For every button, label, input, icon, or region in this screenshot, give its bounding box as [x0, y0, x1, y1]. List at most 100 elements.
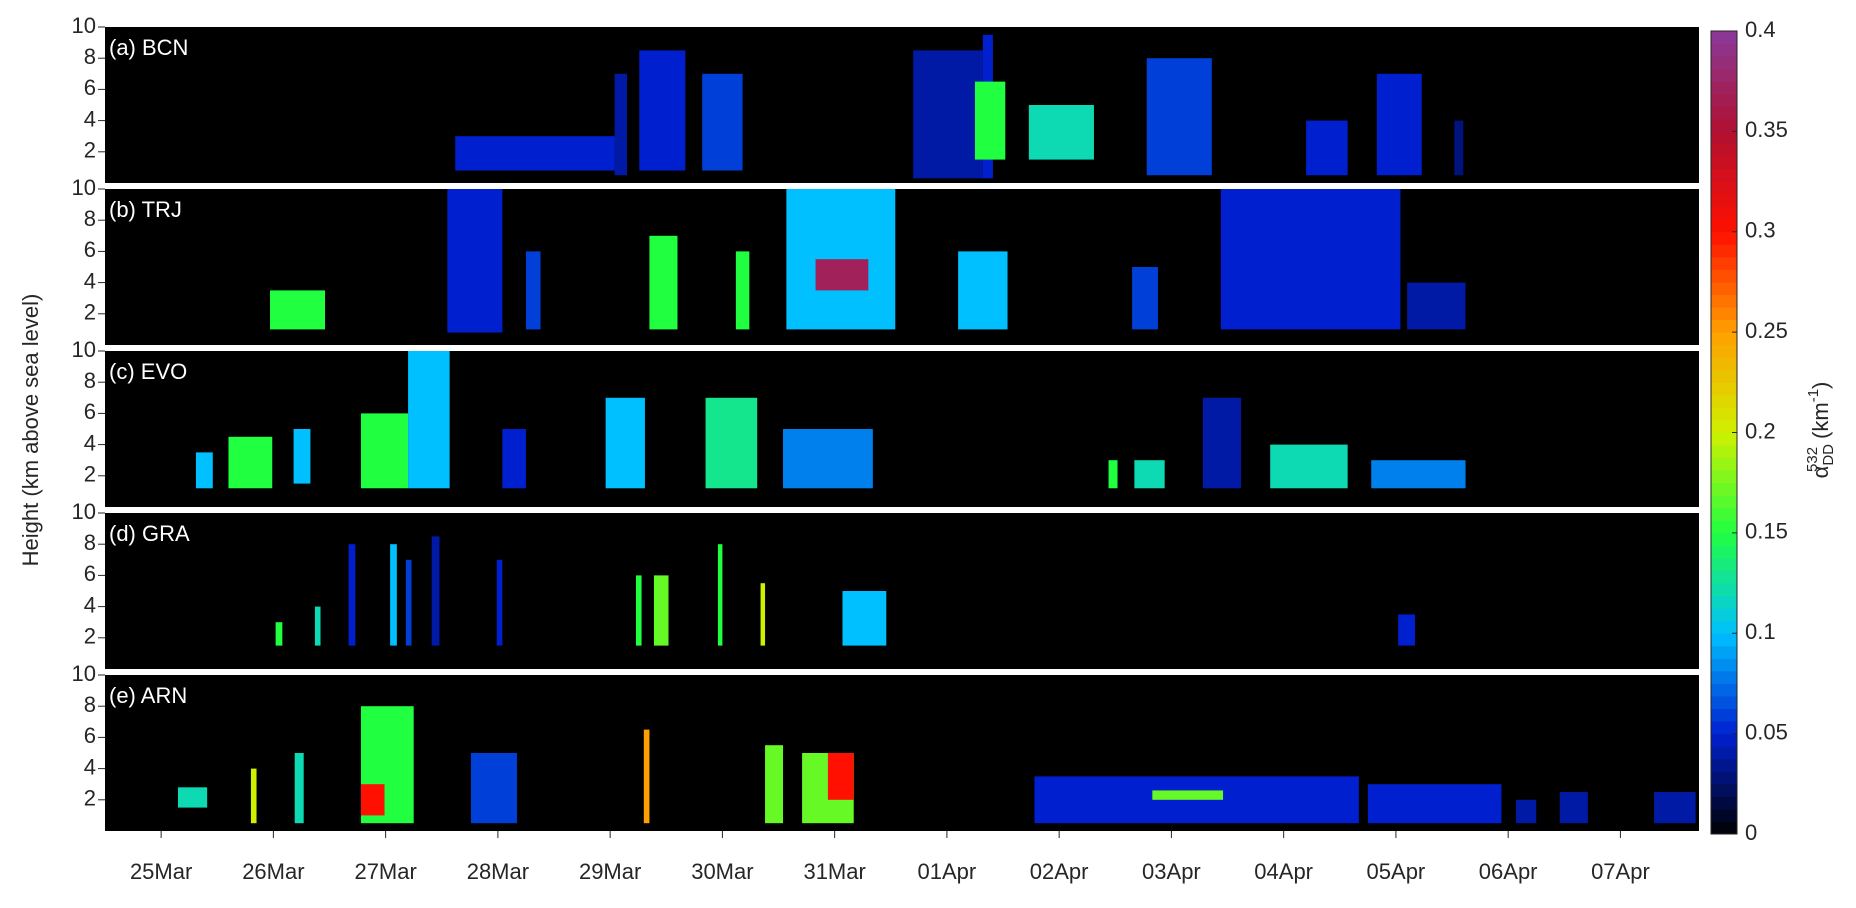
- colorbar-step: [1711, 482, 1737, 496]
- colorbar-step: [1711, 332, 1737, 346]
- data-cell: [405, 559, 412, 646]
- y-tick-label: 6: [84, 561, 96, 586]
- data-cell: [639, 50, 686, 171]
- colorbar-step: [1711, 721, 1737, 735]
- data-cell: [496, 559, 503, 646]
- colorbar-step: [1711, 670, 1737, 684]
- colorbar-step: [1711, 307, 1737, 321]
- panel-background: [105, 27, 1699, 183]
- colorbar-step: [1711, 821, 1737, 835]
- data-cell: [735, 251, 750, 330]
- colorbar-step: [1711, 808, 1737, 822]
- colorbar-step: [1711, 407, 1737, 421]
- y-tick-label: 10: [72, 13, 96, 38]
- y-tick-label: 6: [84, 237, 96, 262]
- colorbar-step: [1711, 382, 1737, 396]
- colorbar-tick-label: 0.2: [1745, 418, 1776, 443]
- data-cell: [360, 784, 385, 816]
- data-cell: [842, 591, 887, 646]
- data-cell: [228, 436, 273, 489]
- colorbar-step: [1711, 106, 1737, 120]
- colorbar-step: [1711, 445, 1737, 459]
- data-cell: [1146, 58, 1212, 176]
- data-cell: [1454, 120, 1464, 176]
- colorbar-step: [1711, 758, 1737, 772]
- y-tick-label: 8: [84, 368, 96, 393]
- colorbar-unit-sup: -1: [1805, 389, 1822, 402]
- colorbar-step: [1711, 118, 1737, 132]
- y-tick-label: 8: [84, 692, 96, 717]
- data-cell: [1376, 73, 1422, 176]
- colorbar-step: [1711, 545, 1737, 559]
- data-cell: [470, 753, 517, 824]
- y-tick-label: 2: [84, 624, 96, 649]
- data-cell: [760, 583, 766, 646]
- data-cell: [705, 397, 758, 489]
- data-cell: [275, 622, 283, 646]
- colorbar-step: [1711, 495, 1737, 509]
- data-cell: [525, 251, 541, 330]
- x-tick-label: 03Apr: [1142, 859, 1201, 884]
- colorbar-step: [1711, 68, 1737, 82]
- colorbar-symbol: α: [1808, 465, 1833, 478]
- data-cell: [1202, 397, 1242, 489]
- colorbar-unit: (km: [1808, 402, 1833, 439]
- y-axis-label: Height (km above sea level): [18, 294, 43, 567]
- data-cell: [1559, 792, 1588, 824]
- data-cell: [974, 81, 1006, 160]
- colorbar-unit-close: ): [1808, 382, 1833, 389]
- panel-background: [105, 513, 1699, 669]
- colorbar-step: [1711, 595, 1737, 609]
- y-tick-label: 2: [84, 786, 96, 811]
- data-cell: [653, 575, 669, 646]
- x-tick-label: 30Mar: [691, 859, 753, 884]
- data-cell: [614, 73, 627, 176]
- x-tick-label: 01Apr: [918, 859, 977, 884]
- y-tick-label: 2: [84, 462, 96, 487]
- colorbar-tick-label: 0.15: [1745, 519, 1788, 544]
- data-cell: [270, 290, 326, 330]
- colorbar-step: [1711, 645, 1737, 659]
- x-tick-label: 07Apr: [1591, 859, 1650, 884]
- data-cell: [447, 189, 503, 333]
- data-cell: [502, 429, 526, 489]
- y-tick-label: 10: [72, 661, 96, 686]
- y-tick-label: 8: [84, 44, 96, 69]
- colorbar-step: [1711, 56, 1737, 70]
- colorbar-step: [1711, 43, 1737, 57]
- colorbar-step: [1711, 281, 1737, 295]
- data-cell: [1132, 267, 1158, 330]
- data-cell: [1028, 105, 1094, 160]
- data-cell: [431, 536, 440, 646]
- data-cell: [1152, 790, 1224, 800]
- y-tick-label: 4: [84, 592, 96, 617]
- colorbar-step: [1711, 269, 1737, 283]
- x-tick-label: 31Mar: [803, 859, 865, 884]
- colorbar-tick-label: 0.1: [1745, 619, 1776, 644]
- colorbar-step: [1711, 633, 1737, 647]
- colorbar-step: [1711, 570, 1737, 584]
- colorbar-step: [1711, 156, 1737, 170]
- colorbar-step: [1711, 369, 1737, 383]
- data-cell: [294, 753, 304, 824]
- x-tick-label: 28Mar: [467, 859, 529, 884]
- data-cell: [1134, 460, 1165, 489]
- x-tick-label: 05Apr: [1367, 859, 1426, 884]
- data-cell: [1398, 614, 1415, 646]
- data-cell: [635, 575, 642, 646]
- colorbar-tick-label: 0.35: [1745, 117, 1788, 142]
- colorbar-step: [1711, 608, 1737, 622]
- colorbar-step: [1711, 583, 1737, 597]
- colorbar-tick-label: 0.3: [1745, 218, 1776, 243]
- colorbar-tick-label: 0.4: [1745, 17, 1776, 42]
- colorbar-step: [1711, 81, 1737, 95]
- x-tick-label: 25Mar: [130, 859, 192, 884]
- colorbar-step: [1711, 620, 1737, 634]
- data-cell: [177, 787, 208, 808]
- colorbar-step: [1711, 131, 1737, 145]
- colorbar-tick-label: 0.05: [1745, 719, 1788, 744]
- y-tick-label: 6: [84, 399, 96, 424]
- y-tick-label: 6: [84, 723, 96, 748]
- colorbar-sup: 532: [1804, 447, 1821, 472]
- colorbar-step: [1711, 169, 1737, 183]
